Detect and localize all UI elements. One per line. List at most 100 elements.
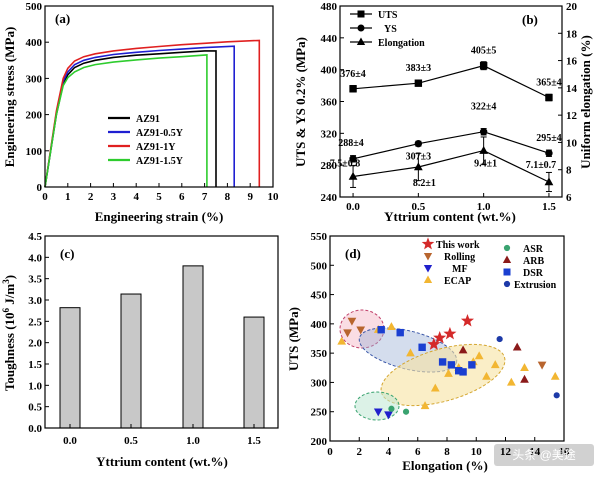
b-legend-label-1: YS <box>384 24 397 35</box>
a-curve-2 <box>44 39 261 188</box>
b-ytick-right-label-1: 8 <box>566 165 572 177</box>
d-point-6-4 <box>447 361 456 369</box>
b-line-1 <box>352 131 550 160</box>
b-ytick-label-4: 400 <box>321 65 338 77</box>
a-ytick-label-4: 400 <box>26 37 43 49</box>
d-xtick-label-5: 10 <box>471 446 483 458</box>
b-point-0-2 <box>479 61 488 70</box>
d-ytick-label-2: 300 <box>311 377 328 389</box>
c-ytick-label-8: 4.0 <box>28 252 42 264</box>
d-legend-label-5: ARB <box>523 256 544 267</box>
d-point-3-13 <box>520 363 529 372</box>
a-legend-label-3: AZ91-1.5Y <box>136 156 184 167</box>
d-legend-marker-6 <box>503 268 511 276</box>
c-ytick-label-6: 3.0 <box>28 295 42 307</box>
c-xtick-label-2: 1.0 <box>186 435 200 447</box>
b-ytick-right-label-0: 6 <box>566 192 572 204</box>
d-point-6-3 <box>438 358 447 366</box>
c-ytick-label-5: 2.5 <box>28 316 42 328</box>
b-x-axis-label: Yttrium content (wt.%) <box>384 209 516 224</box>
d-point-0-0 <box>433 331 447 344</box>
b-xtick-label-2: 1.0 <box>477 201 491 213</box>
b-ytick-right-label-6: 18 <box>566 28 578 40</box>
d-legend-marker-2 <box>423 264 433 273</box>
d-point-5-1 <box>512 342 522 351</box>
b-panel-label: (b) <box>522 12 538 27</box>
b-ytick-right-label-5: 16 <box>566 56 578 68</box>
a-y-axis-label: Engineering stress (MPa) <box>2 27 17 168</box>
d-point-0-3 <box>427 337 441 350</box>
b-legend: UTS YS Elongation <box>350 10 425 49</box>
a-curve-0 <box>44 50 217 188</box>
d-point-6-2 <box>418 343 426 351</box>
b-xtick-label-1: 0.5 <box>411 201 425 213</box>
b-ann-0-2: 405±5 <box>471 46 497 57</box>
c-xtick-label-1: 0.5 <box>124 435 138 447</box>
a-xtick-label-9: 9 <box>247 191 253 203</box>
b-ytick-label-3: 360 <box>321 97 338 109</box>
c-xtick-label-0: 0.0 <box>63 435 77 447</box>
b-y-axis-label: UTS & YS 0.2% (MPa) <box>293 37 308 167</box>
c-plot-frame <box>44 235 279 429</box>
a-ytick-label-0: 0 <box>37 182 43 194</box>
d-point-4-0 <box>388 405 395 412</box>
panel-c-toughness: 0.0 0.5 1.0 1.5 0.0 0.5 1.0 1.5 2.0 2.5 3.0 3.5 4.0 4… <box>1 231 279 469</box>
d-point-2-1 <box>384 411 393 420</box>
b-point-2-2 <box>479 145 489 154</box>
c-ytick-label-4: 2.0 <box>28 338 42 350</box>
d-point-6-7 <box>468 361 476 369</box>
b-line-0 <box>353 65 550 99</box>
d-legend-label-1: Rolling <box>444 252 475 263</box>
d-xtick-label-3: 6 <box>415 446 421 458</box>
b-ann-1-1: 307±3 <box>406 152 432 163</box>
d-point-7-0 <box>496 335 503 343</box>
d-ytick-label-3: 350 <box>311 348 328 360</box>
b-series <box>348 61 554 193</box>
d-legend-label-2: MF <box>452 264 468 275</box>
b-ann-1-0: 288±4 <box>338 138 364 149</box>
b-ann-2-2: 9.4±1 <box>474 159 497 170</box>
d-point-3-12 <box>506 377 516 386</box>
panel-d-ashby-plot: 0 2 4 6 8 10 12 14 16 200 250 300 350 400 450 500 550 (d… <box>286 231 570 473</box>
b-point-0-0 <box>349 85 357 93</box>
b-ytick-right-label-2: 10 <box>566 137 578 149</box>
d-point-2-0 <box>373 408 383 417</box>
a-ytick-label-2: 200 <box>26 110 43 122</box>
b-ann-0-3: 365±4 <box>536 78 562 89</box>
d-point-3-4 <box>420 401 430 410</box>
c-ytick-label-0: 0.0 <box>28 423 42 435</box>
a-xtick-label-1: 1 <box>65 191 71 203</box>
b-ytick-label-1: 280 <box>321 160 338 172</box>
c-ytick-label-2: 1.0 <box>28 380 42 392</box>
a-legend-label-2: AZ91-1Y <box>136 142 176 153</box>
b-ytick-label-0: 240 <box>321 192 338 204</box>
d-point-1-2 <box>343 329 352 338</box>
c-bar-3 <box>243 316 265 429</box>
d-xtick-label-8: 16 <box>559 446 571 458</box>
d-point-3-11 <box>490 360 500 369</box>
c-y-label-sup1: 6 <box>1 307 11 312</box>
watermark-backdrop <box>494 444 594 466</box>
d-legend-marker-4 <box>503 244 511 252</box>
d-xtick-label-7: 14 <box>529 446 541 458</box>
a-xtick-label-3: 3 <box>111 191 117 203</box>
d-point-4-1 <box>402 408 410 415</box>
b-ann-1-3: 295±4 <box>536 133 562 144</box>
d-xtick-label-6: 12 <box>500 446 512 458</box>
d-point-1-3 <box>537 361 547 370</box>
c-ytick-label-3: 1.5 <box>28 359 42 371</box>
c-bars <box>59 265 265 429</box>
d-legend-marker-1 <box>423 252 433 261</box>
d-ytick-label-0: 200 <box>311 436 328 448</box>
a-ytick-label-1: 100 <box>26 146 43 158</box>
b-point-1-2 <box>479 128 488 136</box>
d-ytick-label-6: 500 <box>311 260 328 272</box>
d-point-6-1 <box>396 328 404 337</box>
b-point-0-1 <box>414 79 423 87</box>
d-xtick-label-1: 2 <box>357 446 363 458</box>
b-ticks: 0.0 0.5 1.0 1.5 240 280 320 360 400 440 480 6 8 10 12 1… <box>321 1 578 213</box>
b-point-2-3 <box>544 177 554 186</box>
